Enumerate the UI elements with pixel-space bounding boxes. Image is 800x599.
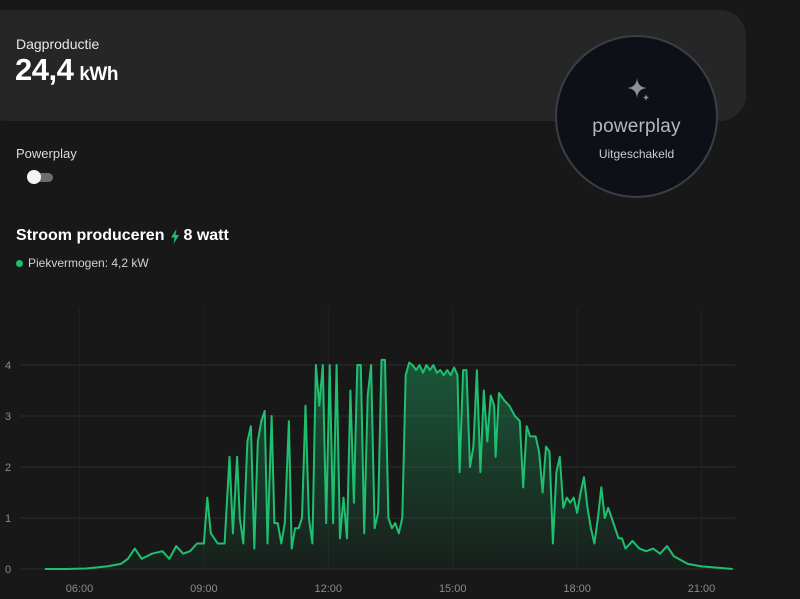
production-chart[interactable]: 0 1 2 3 4 06:00 09:00 12:00 15:00 18:00 21:00 [0, 300, 800, 599]
x-tick-label: 06:00 [66, 583, 94, 595]
x-tick-label: 21:00 [688, 583, 716, 595]
y-tick-label: 2 [5, 462, 11, 474]
powerplay-toggle-label: Powerplay [16, 146, 77, 161]
current-production-heading: Stroom produceren 8 watt [16, 227, 229, 245]
daily-production-value: 24,4 [15, 52, 74, 87]
powerplay-wordmark: powerplay [592, 116, 681, 137]
daily-production-value-row: 24,4 kWh [15, 52, 118, 88]
production-area [44, 359, 733, 569]
legend-dot [16, 259, 23, 267]
x-tick-label: 18:00 [563, 583, 591, 595]
chart-legend: Piekvermogen: 4,2 kW [16, 256, 149, 270]
bolt-icon [171, 228, 180, 244]
powerplay-status: Uitgeschakeld [598, 147, 675, 161]
y-tick-label: 0 [5, 564, 11, 576]
peak-power-label: Piekvermogen: 4,2 kW [28, 256, 149, 270]
x-tick-label: 12:00 [315, 583, 343, 595]
production-line [44, 358, 733, 570]
toggle-track [31, 173, 53, 182]
current-production-title: Stroom produceren [16, 227, 165, 244]
daily-production-label: Dagproductie [16, 36, 100, 52]
powerplay-toggle[interactable] [27, 170, 53, 184]
y-tick-label: 3 [5, 411, 11, 423]
current-production-value: 8 watt [183, 227, 229, 244]
y-tick-label: 4 [5, 360, 11, 372]
daily-production-unit: kWh [79, 64, 118, 85]
x-tick-label: 09:00 [190, 583, 218, 595]
y-tick-label: 1 [5, 513, 11, 525]
sparkle-icon [627, 78, 650, 101]
x-tick-label: 15:00 [439, 583, 467, 595]
powerplay-badge[interactable]: powerplay Uitgeschakeld [555, 35, 718, 198]
toggle-knob [27, 170, 41, 184]
